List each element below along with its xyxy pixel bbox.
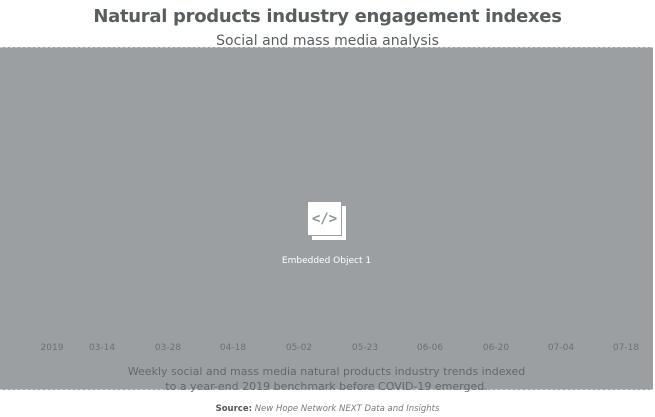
page-title: Natural products industry engagement ind… bbox=[93, 6, 562, 27]
embedded-object-placeholder[interactable]: </> Embedded Object 1 2019 03-14 03-28 0… bbox=[0, 47, 653, 393]
x-tick: 03-14 bbox=[88, 343, 116, 353]
x-tick: 03-28 bbox=[154, 343, 182, 353]
source-label: Source: bbox=[215, 404, 252, 414]
caption-line-2: to a year-end 2019 benchmark before COVI… bbox=[165, 380, 488, 393]
source-note: Source: New Hope Network NEXT Data and I… bbox=[0, 404, 655, 414]
chart-caption: Weekly social and mass media natural pro… bbox=[0, 364, 653, 394]
source-text: New Hope Network NEXT Data and Insights bbox=[254, 404, 440, 414]
x-tick: 05-02 bbox=[285, 343, 313, 353]
page-subtitle: Social and mass media analysis bbox=[216, 33, 439, 49]
embedded-object-label: Embedded Object 1 bbox=[281, 256, 372, 266]
x-tick: 07-04 bbox=[547, 343, 575, 353]
x-tick: 07-18 bbox=[612, 343, 640, 353]
x-tick: 06-20 bbox=[482, 343, 510, 353]
x-tick: 2019 bbox=[40, 343, 64, 353]
embed-icon-front-sheet: </> bbox=[308, 202, 341, 235]
code-embed-icon: </> bbox=[308, 202, 347, 241]
x-axis: 2019 03-14 03-28 04-18 05-02 05-23 06-06… bbox=[0, 343, 653, 357]
x-tick: 04-18 bbox=[219, 343, 247, 353]
x-tick: 05-23 bbox=[351, 343, 379, 353]
caption-line-1: Weekly social and mass media natural pro… bbox=[127, 365, 526, 378]
x-tick: 06-06 bbox=[416, 343, 444, 353]
